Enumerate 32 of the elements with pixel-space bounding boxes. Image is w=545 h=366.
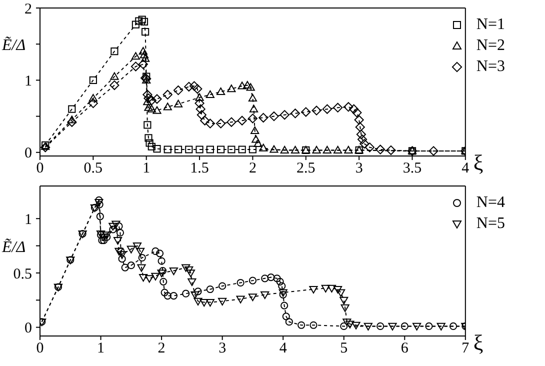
y-tick-label: 2 (24, 1, 32, 18)
x-tick-label: 7 (462, 340, 470, 357)
legend-label: N=3 (476, 58, 505, 76)
y-axis-title: Ẽ/Δ (1, 238, 26, 256)
x-tick-label: 2.5 (296, 160, 316, 177)
x-tick-label: 1.5 (190, 160, 209, 177)
x-tick-label: 4 (462, 160, 470, 177)
y-tick-label: 1 (24, 212, 32, 228)
legend-label: N=1 (476, 16, 505, 34)
x-tick-label: 0 (36, 340, 44, 357)
x-tick-label: 6 (400, 340, 409, 357)
x-axis-title: ξ (473, 330, 484, 355)
y-tick-label: 0 (24, 146, 32, 162)
y-tick-label: 0.5 (13, 266, 32, 282)
x-tick-label: 3 (218, 340, 226, 357)
x-tick-label: 1 (97, 340, 105, 357)
x-tick-label: 3.5 (402, 160, 422, 177)
x-tick-label: 2 (248, 160, 256, 177)
x-tick-label: 0 (36, 160, 44, 177)
x-tick-label: 3 (355, 160, 363, 177)
legend-label: N=2 (476, 36, 505, 54)
x-tick-label: 4 (279, 340, 288, 357)
x-axis-title: ξ (473, 150, 484, 175)
x-tick-label: 1 (142, 160, 150, 177)
legend-label: N=5 (476, 214, 505, 232)
x-tick-label: 5 (340, 340, 348, 357)
y-tick-label: 1 (24, 74, 32, 90)
x-tick-label: 0.5 (84, 160, 103, 177)
legend-label: N=4 (476, 194, 505, 212)
x-tick-label: 2 (158, 340, 166, 357)
y-axis-title: Ẽ/Δ (1, 36, 26, 54)
y-tick-label: 0 (24, 320, 32, 337)
